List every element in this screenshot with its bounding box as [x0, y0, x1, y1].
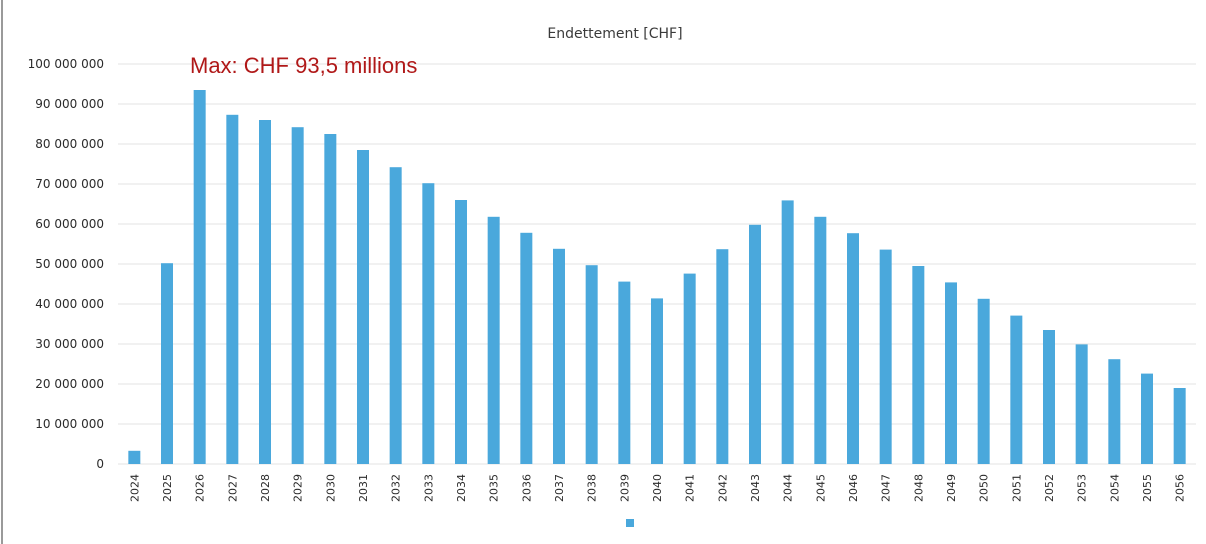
x-tick-label: 2045	[814, 474, 827, 502]
bar-2030	[324, 134, 337, 464]
x-tick-label: 2034	[455, 474, 468, 502]
x-tick-label: 2029	[292, 474, 305, 502]
bar-2024	[128, 450, 141, 464]
bar-2034	[455, 200, 467, 464]
x-tick-label: 2031	[357, 474, 370, 502]
bar-2039	[618, 281, 631, 464]
bar-2054	[1108, 359, 1121, 464]
x-tick-label: 2038	[586, 474, 599, 502]
bar-2031	[357, 150, 369, 464]
bar-2042	[716, 249, 729, 464]
x-tick-label: 2024	[128, 474, 141, 502]
y-tick-label: 80 000 000	[35, 137, 104, 151]
x-tick-label: 2044	[782, 474, 795, 502]
y-tick-label: 100 000 000	[28, 57, 104, 71]
x-tick-label: 2039	[618, 474, 631, 502]
y-tick-label: 50 000 000	[35, 257, 104, 271]
y-tick-label: 30 000 000	[35, 337, 104, 351]
bar-2027	[226, 114, 239, 465]
bar-2033	[422, 183, 435, 464]
bar-2052	[1043, 330, 1055, 464]
x-axis-tick-labels: 2024 2025 2026 2027 2028 2029 2030 2031 2032 2033…	[128, 474, 1186, 502]
x-tick-label: 2049	[945, 474, 958, 502]
x-tick-label: 2041	[684, 474, 697, 502]
bar-2029	[291, 127, 304, 464]
x-tick-label: 2046	[847, 474, 860, 502]
y-tick-label: 0	[96, 457, 104, 471]
x-tick-label: 2035	[488, 474, 501, 502]
y-tick-label: 40 000 000	[35, 297, 104, 311]
x-tick-label: 2054	[1108, 474, 1121, 502]
x-tick-label: 2056	[1174, 474, 1187, 502]
bar-2047	[879, 249, 892, 464]
bar-2056	[1173, 388, 1186, 464]
bar-2046	[847, 233, 859, 464]
y-tick-label: 60 000 000	[35, 217, 104, 231]
bar-2048	[912, 266, 925, 464]
x-tick-label: 2042	[716, 474, 729, 502]
y-tick-label: 90 000 000	[35, 97, 104, 111]
x-tick-label: 2055	[1141, 474, 1154, 502]
x-tick-label: 2026	[194, 474, 207, 502]
x-tick-label: 2040	[651, 474, 664, 502]
x-tick-label: 2052	[1043, 474, 1056, 502]
y-tick-label: 10 000 000	[35, 417, 104, 431]
y-tick-label: 70 000 000	[35, 177, 104, 191]
bar-2041	[683, 273, 696, 464]
x-tick-label: 2050	[978, 474, 991, 502]
bar-2037	[553, 248, 565, 464]
x-tick-label: 2025	[161, 474, 174, 502]
bar-2040	[651, 298, 663, 464]
bar-2044	[781, 200, 794, 464]
y-tick-label: 20 000 000	[35, 377, 104, 391]
x-tick-label: 2047	[880, 474, 893, 502]
bar-2050	[977, 298, 990, 464]
bar-2051	[1010, 315, 1023, 464]
bar-2053	[1075, 344, 1088, 464]
x-tick-label: 2043	[749, 474, 762, 502]
x-tick-label: 2037	[553, 474, 566, 502]
x-tick-label: 2053	[1076, 474, 1089, 502]
x-tick-label: 2048	[912, 474, 925, 502]
bar-2055	[1141, 373, 1153, 464]
y-axis-tick-labels: 0 10 000 000 20 000 000 30 000 000 40 000 00…	[28, 57, 104, 471]
chart-title: Endettement [CHF]	[547, 26, 682, 42]
bar-2036	[520, 232, 533, 464]
bar-2032	[389, 167, 402, 464]
legend-swatch	[626, 519, 634, 527]
bar-2038	[585, 265, 598, 464]
x-tick-label: 2051	[1010, 474, 1023, 502]
bar-2049	[945, 282, 957, 464]
max-annotation: Max: CHF 93,5 millions	[190, 53, 417, 78]
x-tick-label: 2028	[259, 474, 272, 502]
bars	[128, 90, 1186, 465]
bar-2025	[161, 263, 173, 464]
x-tick-label: 2030	[324, 474, 337, 502]
bar-2035	[487, 216, 500, 464]
x-tick-label: 2027	[226, 474, 239, 502]
bar-2043	[749, 224, 761, 464]
x-tick-label: 2032	[390, 474, 403, 502]
x-tick-label: 2033	[422, 474, 435, 502]
bar-2045	[814, 216, 827, 464]
bar-2028	[259, 120, 271, 464]
x-tick-label: 2036	[520, 474, 533, 502]
bar-2026	[193, 90, 206, 464]
